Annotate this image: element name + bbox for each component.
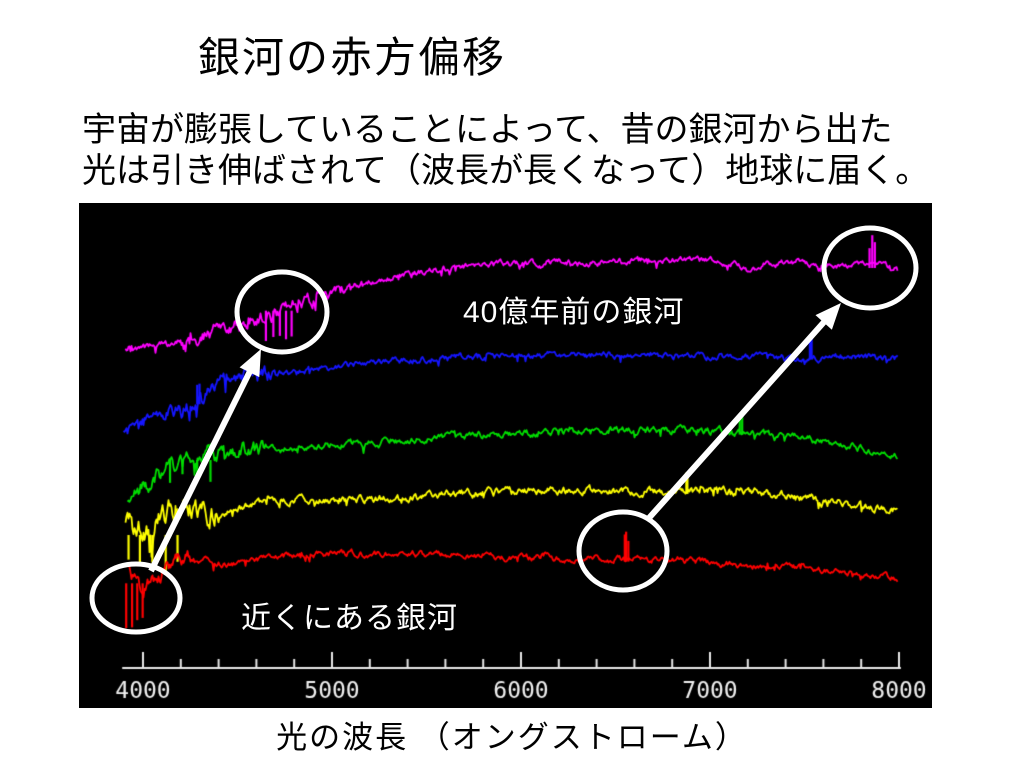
spectra-canvas [79, 203, 932, 708]
galaxy-spectra-chart: 40億年前の銀河 近くにある銀河 [79, 203, 932, 708]
label-nearby-galaxy: 近くにある銀河 [241, 602, 458, 635]
subtitle-line-2: 光は引き伸ばされて（波長が長くなって）地球に届く。 [82, 152, 930, 190]
label-distant-galaxy: 40億年前の銀河 [463, 296, 685, 329]
subtitle-line-1: 宇宙が膨張していることによって、昔の銀河から出た [82, 111, 893, 149]
x-axis-caption: 光の波長 （オングストローム） [276, 720, 748, 755]
slide-subtitle: 宇宙が膨張していることによって、昔の銀河から出た 光は引き伸ばされて（波長が長く… [82, 110, 929, 192]
page-title: 銀河の赤方偏移 [198, 34, 507, 81]
